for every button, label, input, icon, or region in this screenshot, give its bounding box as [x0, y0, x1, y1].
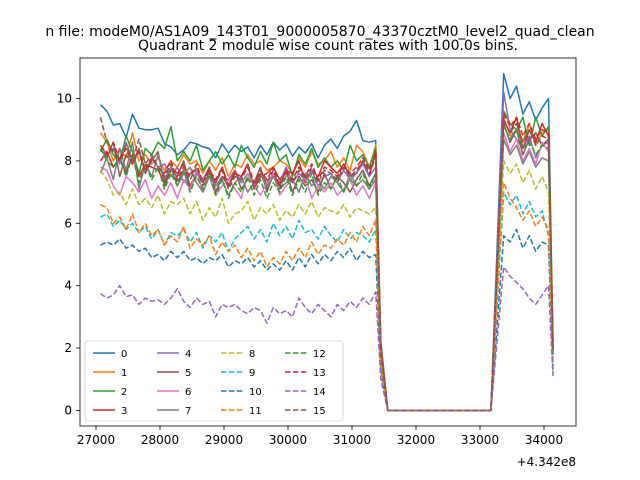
legend-label-12: 12 [313, 349, 326, 360]
legend-label-13: 13 [313, 368, 326, 379]
legend-label-7: 7 [185, 406, 191, 417]
legend-label-0: 0 [121, 349, 127, 360]
x-tick-label-29000: 29000 [205, 433, 243, 447]
legend-label-9: 9 [249, 368, 255, 379]
legend-label-4: 4 [185, 349, 191, 360]
y-tick-label-8: 8 [64, 154, 72, 168]
series-line-15 [99, 117, 554, 412]
y-tick-label-6: 6 [64, 216, 72, 230]
y-tick-label-0: 0 [64, 403, 72, 417]
y-tick-label-4: 4 [64, 279, 72, 293]
series-line-11 [100, 181, 554, 412]
figure-suptitle: n file: modeM0/AS1A09_143T01_9000005870_… [45, 24, 594, 40]
x-tick-label-27000: 27000 [77, 433, 115, 447]
x-tick-label-31000: 31000 [333, 433, 371, 447]
y-tick-label-10: 10 [57, 92, 72, 106]
legend-label-8: 8 [249, 349, 255, 360]
legend-label-1: 1 [121, 368, 127, 379]
legend-label-6: 6 [185, 387, 191, 398]
legend-label-3: 3 [121, 406, 127, 417]
x-tick-label-32000: 32000 [397, 433, 435, 447]
legend-label-15: 15 [313, 406, 326, 417]
x-tick-label-30000: 30000 [269, 433, 307, 447]
x-tick-label-34000: 34000 [525, 433, 563, 447]
x-tick-label-28000: 28000 [141, 433, 179, 447]
x-tick-label-33000: 33000 [461, 433, 499, 447]
legend-label-5: 5 [185, 368, 191, 379]
plot-area: 27000 28000 29000 30000 31000 32000 33000 34000… [57, 57, 577, 447]
legend-label-2: 2 [121, 387, 127, 398]
legend-label-14: 14 [313, 387, 326, 398]
axes-frame [79, 57, 577, 427]
y-tick-label-2: 2 [64, 341, 72, 355]
x-offset-label: +4.342e8 [517, 455, 576, 469]
legend-box [84, 340, 344, 422]
legend-label-11: 11 [249, 406, 262, 417]
legend-label-10: 10 [249, 387, 262, 398]
chart-title: Quadrant 2 module wise count rates with … [138, 38, 518, 54]
